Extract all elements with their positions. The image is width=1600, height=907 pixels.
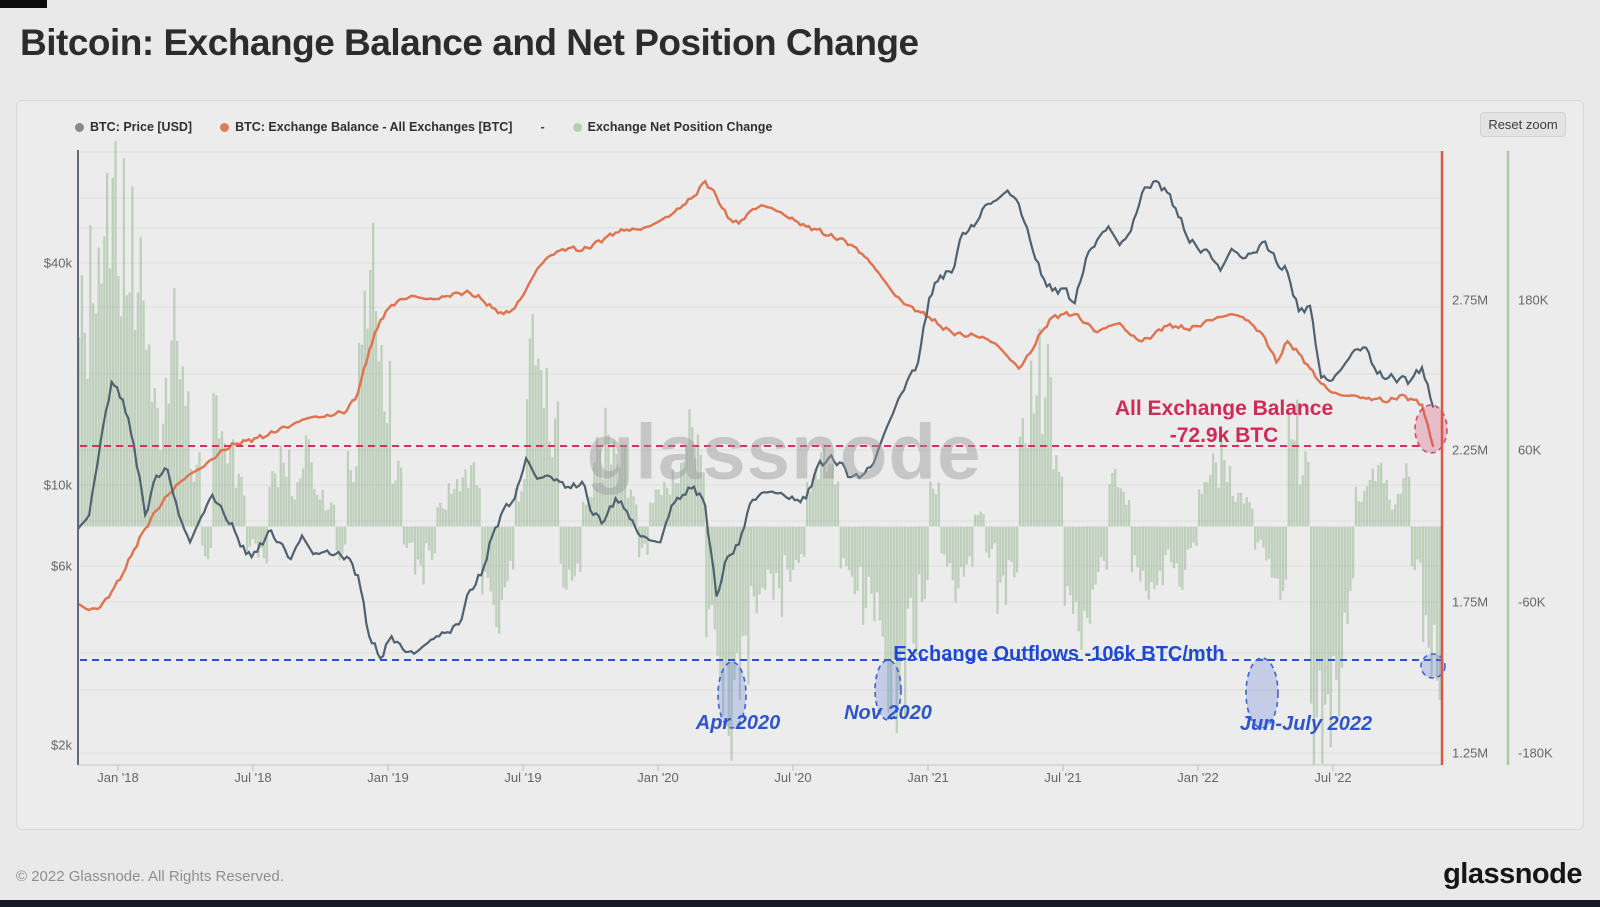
bottom-strip xyxy=(0,900,1600,907)
x-axis-tick-label: Jul '20 xyxy=(774,770,812,785)
gridlines xyxy=(78,151,1442,754)
legend-item-npc[interactable]: Exchange Net Position Change xyxy=(572,120,773,134)
price-axis-tick-label: $2k xyxy=(51,737,72,753)
x-axis-tick-label: Jan '18 xyxy=(97,770,139,785)
balance-annotation-line2: -72.9k BTC xyxy=(1169,424,1279,447)
x-axis-tick-label: Jul '18 xyxy=(234,770,272,785)
x-axis-tick-label: Jan '19 xyxy=(367,770,409,785)
legend-item-price-label: BTC: Price [USD] xyxy=(90,120,193,134)
legend-separator: - xyxy=(540,120,545,134)
x-axis-tick-label: Jan '22 xyxy=(1177,770,1219,785)
nov-2020-highlight-ellipse xyxy=(874,659,902,721)
legend-item-price[interactable]: BTC: Price [USD] xyxy=(75,120,192,134)
x-axis-tick-label: Jul '21 xyxy=(1044,770,1082,785)
balance-annotation: All Exchange Balance -72.9k BTC xyxy=(1115,395,1333,449)
jun-july-2022-label: Jun-July 2022 xyxy=(1239,713,1373,735)
balance-series-dot-icon xyxy=(220,122,230,132)
top-left-sliver xyxy=(0,0,47,8)
npc-bars-series xyxy=(78,141,1441,765)
balance-axis-tick-label: 2.75M xyxy=(1452,292,1489,308)
glassnode-logo: glassnode xyxy=(1443,858,1582,890)
price-series-dot-icon xyxy=(75,122,84,132)
outflows-annotation: Exchange Outflows -106k BTC/mth xyxy=(893,643,1225,665)
balance-drop-highlight-ellipse xyxy=(1414,404,1448,454)
jun-july-2022-highlight-ellipse xyxy=(1245,657,1279,729)
npc-axis-tick-label: -180K xyxy=(1518,745,1553,761)
price-line-series xyxy=(78,179,1435,661)
npc-axis-tick-label: 180K xyxy=(1518,292,1549,308)
footer-copyright: © 2022 Glassnode. All Rights Reserved. xyxy=(16,868,284,885)
reset-zoom-button[interactable]: Reset zoom xyxy=(1480,112,1566,137)
npc-axis-tick-label: -60K xyxy=(1518,594,1546,610)
npc-axis-tick-label: 60K xyxy=(1518,442,1542,458)
apr-2020-label: Apr 2020 xyxy=(695,712,781,734)
chart-end-highlight-ellipse xyxy=(1420,653,1446,679)
x-axis-tick-label: Jul '19 xyxy=(504,770,542,785)
page-title: Bitcoin: Exchange Balance and Net Positi… xyxy=(20,22,919,63)
price-axis-tick-label: $10k xyxy=(43,477,72,493)
nov-2020-label: Nov 2020 xyxy=(844,702,932,724)
exchange-balance-line-series xyxy=(78,179,1435,612)
npc-series-dot-icon xyxy=(572,122,582,132)
price-axis-tick-label: $6k xyxy=(51,558,72,574)
x-axis-tick-label: Jan '21 xyxy=(907,770,949,785)
legend-item-npc-label: Exchange Net Position Change xyxy=(587,120,773,134)
x-axis-tick-label: Jan '20 xyxy=(637,770,679,785)
balance-axis-tick-label: 2.25M xyxy=(1452,442,1489,458)
price-axis-tick-label: $40k xyxy=(43,255,72,271)
chart-panel xyxy=(16,100,1584,830)
legend-item-balance[interactable]: BTC: Exchange Balance - All Exchanges [B… xyxy=(220,120,512,134)
balance-axis-tick-label: 1.75M xyxy=(1452,594,1489,610)
x-axis-tick-label: Jul '22 xyxy=(1314,770,1352,785)
apr-2020-highlight-ellipse xyxy=(717,661,747,729)
balance-annotation-line1: All Exchange Balance xyxy=(1114,397,1334,420)
chart-legend: BTC: Price [USD] BTC: Exchange Balance -… xyxy=(75,120,772,134)
legend-item-balance-label: BTC: Exchange Balance - All Exchanges [B… xyxy=(235,120,513,134)
balance-axis-tick-label: 1.25M xyxy=(1452,745,1489,761)
